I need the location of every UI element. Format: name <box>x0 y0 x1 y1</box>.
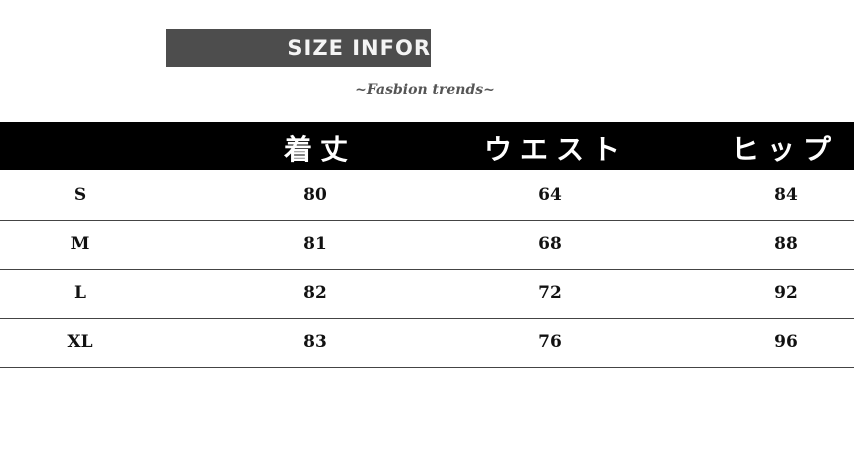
header-hip: ヒップ <box>730 133 840 166</box>
cell-length: 81 <box>303 234 327 254</box>
subtitle: ~Fasbion trends~ <box>355 82 495 98</box>
header-waist: ウエスト <box>483 133 629 166</box>
cell-length: 83 <box>303 332 327 352</box>
cell-length: 82 <box>303 283 327 303</box>
cell-size: L <box>74 283 86 303</box>
table-row: S 80 64 84 <box>0 172 854 221</box>
cell-size: M <box>70 234 90 254</box>
cell-size: XL <box>67 332 93 352</box>
cell-hip: 88 <box>774 234 798 254</box>
cell-size: S <box>73 185 87 205</box>
cell-waist: 72 <box>538 283 562 303</box>
cell-length: 80 <box>303 185 327 205</box>
cell-hip: 96 <box>774 332 798 352</box>
cell-waist: 68 <box>538 234 562 254</box>
table-row: M 81 68 88 <box>0 221 854 270</box>
cell-hip: 92 <box>774 283 798 303</box>
cell-hip: 84 <box>774 185 798 205</box>
table-row: L 82 72 92 <box>0 270 854 319</box>
cell-waist: 76 <box>538 332 562 352</box>
table-header: 着丈 ウエスト ヒップ <box>0 122 854 170</box>
table-row: XL 83 76 96 <box>0 319 854 368</box>
size-info-banner: SIZE INFOR <box>166 29 431 67</box>
header-length: 着丈 <box>283 133 357 166</box>
cell-waist: 64 <box>538 185 562 205</box>
